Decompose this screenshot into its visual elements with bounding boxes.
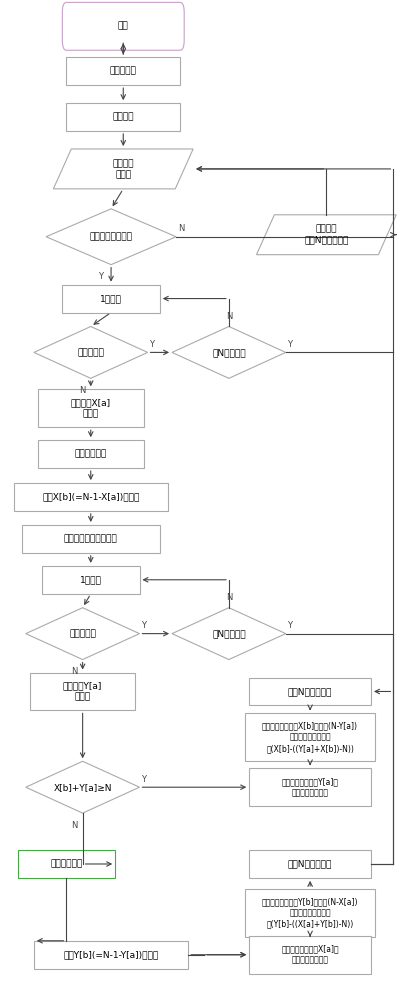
Text: N: N — [226, 312, 232, 321]
Text: N: N — [71, 821, 78, 830]
Text: 解码通过？: 解码通过？ — [77, 348, 104, 357]
FancyBboxPatch shape — [249, 936, 371, 974]
Text: Y: Y — [141, 775, 146, 784]
Text: N: N — [178, 224, 184, 233]
Text: 剩下Y[b](=N-1-Y[a])位解码: 剩下Y[b](=N-1-Y[a])位解码 — [63, 950, 159, 959]
Text: 得到N位解码结果: 得到N位解码结果 — [288, 859, 332, 868]
FancyBboxPatch shape — [66, 103, 180, 131]
Text: N: N — [71, 667, 78, 676]
Text: Y: Y — [141, 621, 146, 630]
FancyBboxPatch shape — [34, 941, 188, 969]
FancyBboxPatch shape — [18, 850, 115, 878]
Text: 保留当前Y[a]
位结果: 保留当前Y[a] 位结果 — [63, 681, 102, 702]
Text: 把第二条激光线中Y[b]位中的(N-X[a])
位作为第二部分结果
即(Y[b]-((X[a]+Y[b])-N)): 把第二条激光线中Y[b]位中的(N-X[a]) 位作为第二部分结果 即(Y[b]… — [262, 897, 358, 928]
Text: 把第一条激光线中X[b]位中的(N-Y[a])
位作为第二部分结果
即(X[b]-((Y[a]+X[b])-N)): 把第一条激光线中X[b]位中的(N-Y[a]) 位作为第二部分结果 即(X[b]… — [262, 722, 358, 753]
FancyBboxPatch shape — [13, 483, 168, 511]
FancyBboxPatch shape — [66, 57, 180, 85]
Text: N: N — [79, 386, 86, 395]
Text: 进入下一条激光线解码: 进入下一条激光线解码 — [64, 534, 118, 543]
Text: 第N位解码？: 第N位解码？ — [212, 629, 246, 638]
Text: 得到N位解码结果: 得到N位解码结果 — [288, 687, 332, 696]
Text: Y: Y — [287, 340, 292, 349]
FancyBboxPatch shape — [249, 768, 371, 806]
Text: Y: Y — [149, 340, 154, 349]
Text: 把第二条激光线的Y[a]位
作为第一部分结果: 把第二条激光线的Y[a]位 作为第一部分结果 — [282, 777, 339, 797]
FancyBboxPatch shape — [38, 440, 144, 468]
FancyBboxPatch shape — [245, 889, 375, 937]
Text: N: N — [226, 593, 232, 602]
FancyBboxPatch shape — [249, 678, 371, 705]
Polygon shape — [34, 326, 148, 378]
Text: 转动电机: 转动电机 — [112, 113, 134, 122]
Polygon shape — [172, 608, 286, 660]
Text: 打开激光器: 打开激光器 — [110, 67, 137, 76]
Text: 开始: 开始 — [118, 22, 129, 31]
Polygon shape — [54, 149, 193, 189]
Polygon shape — [26, 608, 139, 660]
Text: 剩下X[b](=N-1-X[a])位解码: 剩下X[b](=N-1-X[a])位解码 — [42, 493, 139, 502]
Text: 鸣响喇叭
输出N位解码结果: 鸣响喇叭 输出N位解码结果 — [304, 225, 348, 245]
Text: 跳过两条条码: 跳过两条条码 — [74, 450, 107, 459]
Text: 有条码信号输入？: 有条码信号输入？ — [90, 232, 133, 241]
FancyBboxPatch shape — [30, 673, 135, 710]
FancyBboxPatch shape — [62, 2, 184, 50]
FancyBboxPatch shape — [38, 389, 144, 427]
FancyBboxPatch shape — [22, 525, 160, 553]
FancyBboxPatch shape — [42, 566, 139, 594]
Text: 1位解码: 1位解码 — [80, 575, 102, 584]
FancyBboxPatch shape — [245, 713, 375, 761]
FancyBboxPatch shape — [249, 850, 371, 878]
Text: 1位解码: 1位解码 — [100, 294, 122, 303]
Text: 跳过两条条码: 跳过两条条码 — [50, 859, 83, 868]
Text: 把第一条激光线的X[a]位
作为第一部分结果: 把第一条激光线的X[a]位 作为第一部分结果 — [281, 945, 339, 965]
Text: 解码通过？: 解码通过？ — [69, 629, 96, 638]
Polygon shape — [172, 326, 286, 378]
Text: 第N位解码？: 第N位解码？ — [212, 348, 246, 357]
Text: 形成网状
激光线: 形成网状 激光线 — [112, 159, 134, 179]
Text: X[b]+Y[a]≥N: X[b]+Y[a]≥N — [54, 783, 112, 792]
FancyBboxPatch shape — [62, 285, 160, 313]
Polygon shape — [256, 215, 396, 255]
Polygon shape — [46, 209, 176, 265]
Polygon shape — [26, 761, 139, 813]
Text: Y: Y — [99, 272, 103, 281]
Text: Y: Y — [287, 621, 292, 630]
Text: 保留当前X[a]
位结果: 保留当前X[a] 位结果 — [71, 398, 111, 418]
